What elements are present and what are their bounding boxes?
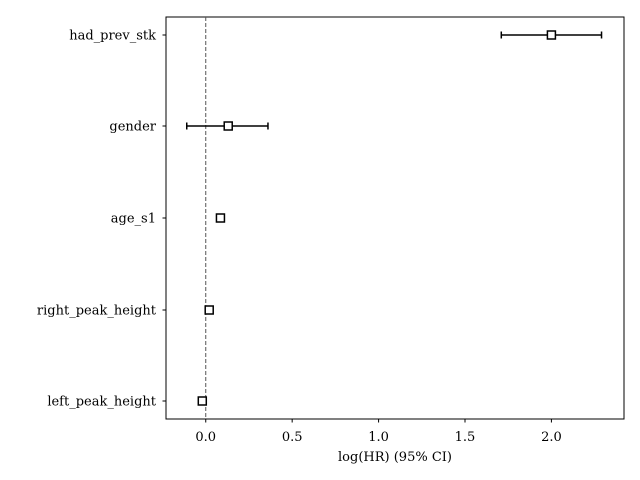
y-tick-label: age_s1: [111, 212, 156, 227]
x-ticks: 0.0 0.5 1.0 1.5 2.0: [195, 419, 562, 445]
y-tick-label: had_prev_stk: [69, 29, 156, 44]
plot-area: [165, 16, 625, 420]
x-tick-label: 1.0: [368, 430, 389, 445]
marker-left_peak_height: [197, 396, 208, 406]
marker-had_prev_stk: [546, 30, 557, 40]
x-tick-label: 0.0: [195, 430, 216, 445]
y-tick-label: right_peak_height: [37, 304, 157, 319]
x-tick-label: 0.5: [282, 430, 303, 445]
markers: [197, 30, 557, 406]
x-tick-label: 1.5: [455, 430, 476, 445]
marker-age_s1: [215, 213, 226, 223]
x-axis-label: log(HR) (95% CI): [338, 450, 452, 465]
marker-right_peak_height: [204, 305, 214, 315]
y-tick-label: gender: [109, 120, 156, 135]
y-tick-label: left_peak_height: [47, 395, 156, 410]
x-tick-label: 2.0: [541, 430, 562, 445]
marker-gender: [223, 121, 233, 131]
